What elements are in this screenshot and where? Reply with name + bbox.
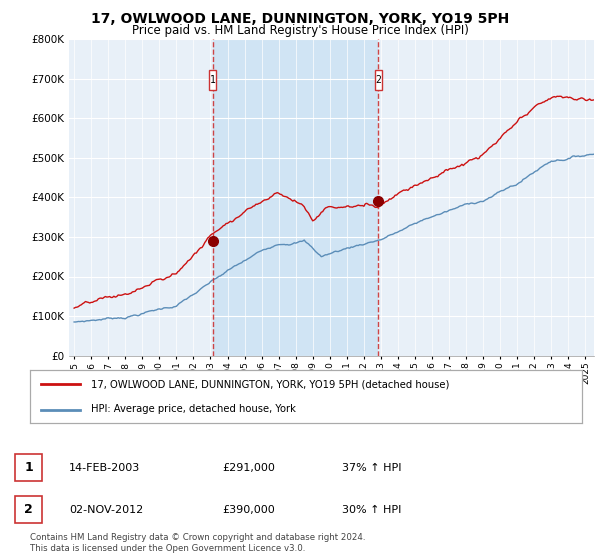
Text: 17, OWLWOOD LANE, DUNNINGTON, YORK, YO19 5PH (detached house): 17, OWLWOOD LANE, DUNNINGTON, YORK, YO19… — [91, 380, 449, 390]
Text: Price paid vs. HM Land Registry's House Price Index (HPI): Price paid vs. HM Land Registry's House … — [131, 24, 469, 37]
Text: 30% ↑ HPI: 30% ↑ HPI — [342, 505, 401, 515]
Text: £390,000: £390,000 — [222, 505, 275, 515]
Text: £291,000: £291,000 — [222, 463, 275, 473]
Text: Contains HM Land Registry data © Crown copyright and database right 2024.
This d: Contains HM Land Registry data © Crown c… — [30, 533, 365, 553]
Text: HPI: Average price, detached house, York: HPI: Average price, detached house, York — [91, 404, 296, 414]
Text: 2: 2 — [375, 76, 381, 85]
Bar — [212, 39, 378, 356]
Text: 37% ↑ HPI: 37% ↑ HPI — [342, 463, 401, 473]
Text: 1: 1 — [209, 76, 215, 85]
Text: 17, OWLWOOD LANE, DUNNINGTON, YORK, YO19 5PH: 17, OWLWOOD LANE, DUNNINGTON, YORK, YO19… — [91, 12, 509, 26]
FancyBboxPatch shape — [209, 71, 216, 90]
Text: 1: 1 — [24, 461, 33, 474]
Text: 2: 2 — [24, 503, 33, 516]
FancyBboxPatch shape — [375, 71, 382, 90]
Text: 02-NOV-2012: 02-NOV-2012 — [69, 505, 143, 515]
Text: 14-FEB-2003: 14-FEB-2003 — [69, 463, 140, 473]
